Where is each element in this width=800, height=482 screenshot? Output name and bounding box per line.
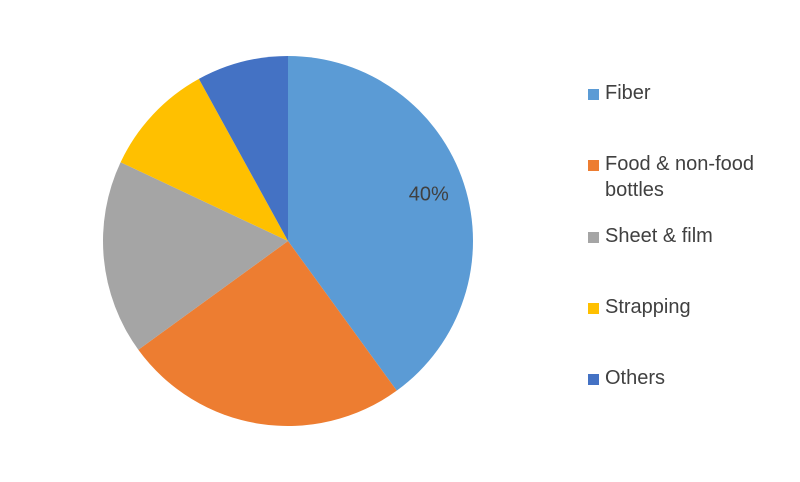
legend-swatch — [588, 160, 599, 171]
legend-item: Food & non-food bottles — [588, 153, 788, 203]
legend-swatch — [588, 374, 599, 385]
legend-swatch — [588, 89, 599, 100]
pie-slice — [120, 78, 288, 241]
legend-label: Strapping — [605, 296, 691, 318]
pie-slice — [198, 56, 288, 241]
legend-swatch — [588, 303, 599, 314]
legend-item: Fiber — [588, 82, 788, 106]
legend-label: Fiber — [605, 82, 651, 104]
legend-item: Others — [588, 367, 788, 391]
pie-slice — [288, 56, 473, 391]
legend-label: Food & non-food bottles — [605, 153, 754, 201]
legend-label: Others — [605, 367, 666, 389]
legend-swatch — [588, 232, 599, 243]
legend-label: Sheet & film — [605, 225, 713, 247]
pie-slice — [103, 162, 289, 350]
legend-item: Sheet & film — [588, 225, 788, 249]
legend-item: Strapping — [588, 296, 788, 320]
data-label: 40% — [409, 184, 449, 206]
pie-slice — [138, 241, 397, 426]
